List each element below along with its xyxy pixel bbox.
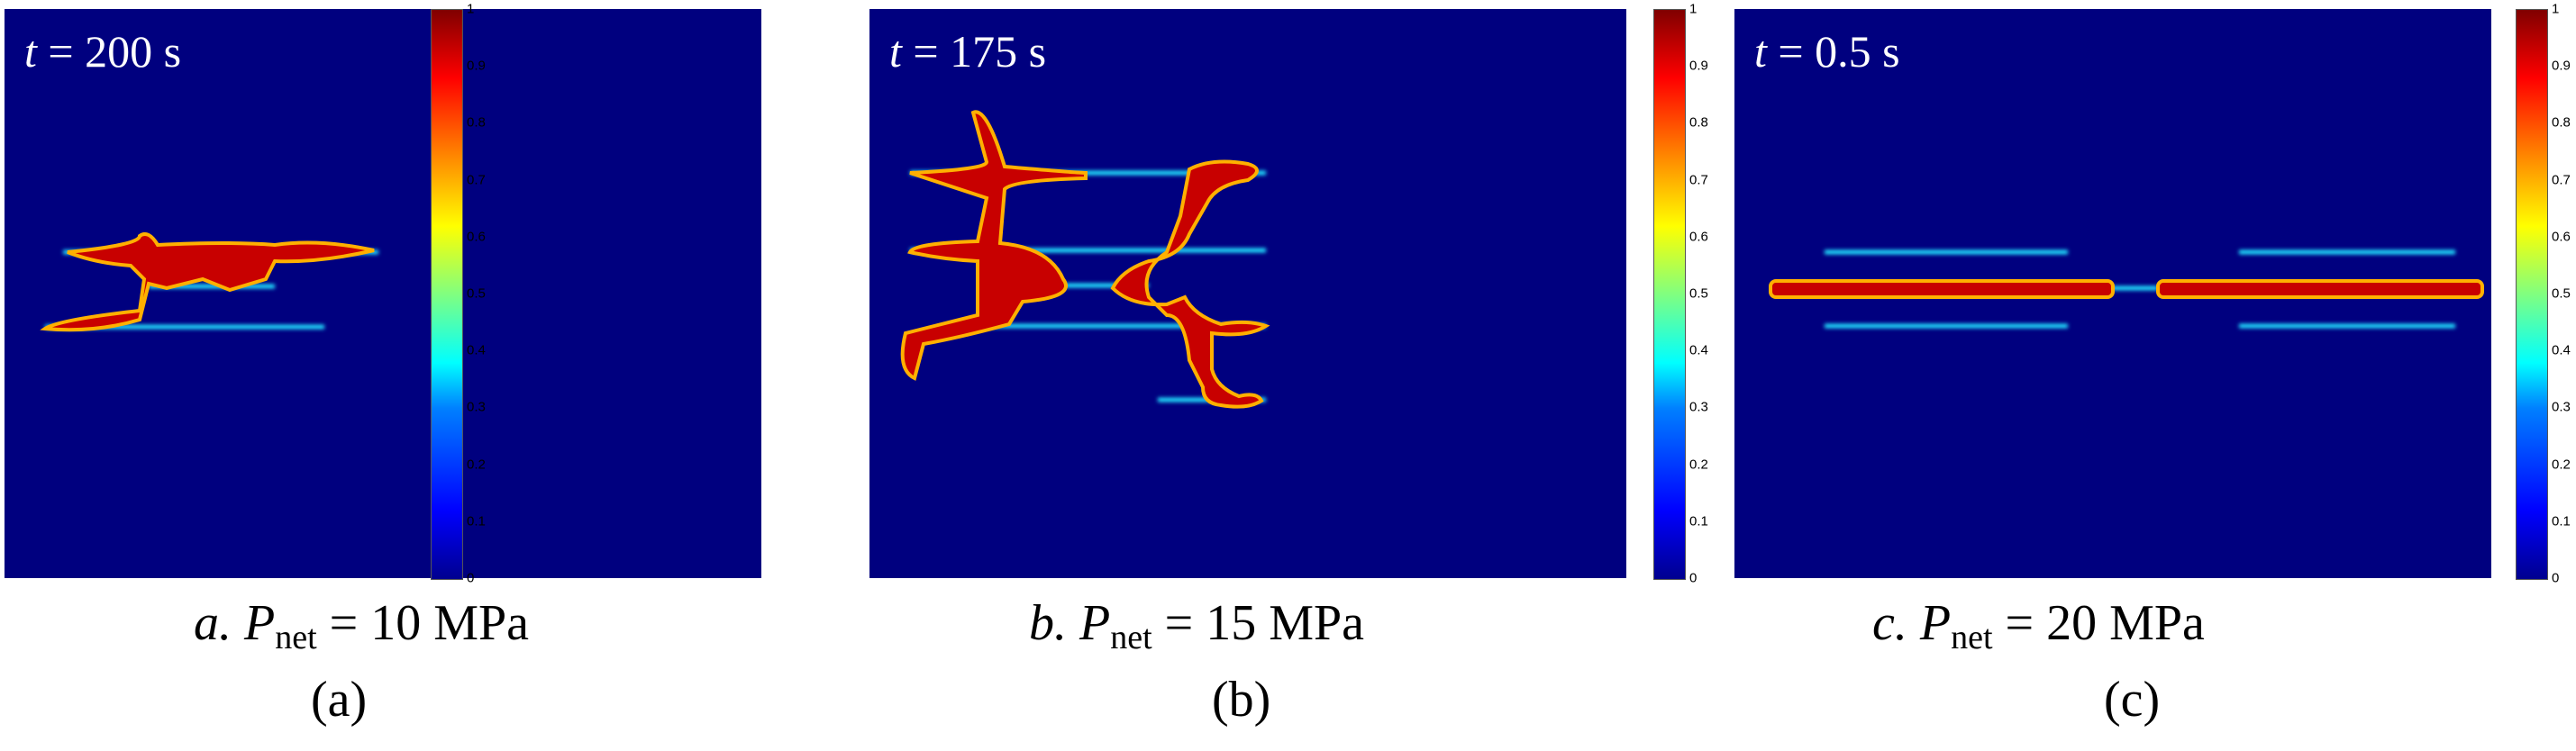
- colorbar-tick-label: 0.5: [2552, 285, 2571, 302]
- colorbar-tick-label: 0.9: [467, 58, 486, 74]
- colorbar-tick-label: 0.8: [1689, 114, 1708, 131]
- colorbar-tick-label: 0: [2552, 570, 2560, 586]
- colorbar-tick-label: 0.8: [2552, 114, 2571, 131]
- colorbar-tick-label: 0.9: [1689, 58, 1708, 74]
- colorbar-tick-label: 0.9: [2552, 58, 2571, 74]
- colorbar-tick-label: 0.3: [1689, 399, 1708, 415]
- panel-a: t = 200 s 0 0.1 0.2 0.3 0.4 0.5 0.6 0.7 0.8 0.9 1 …: [0, 0, 865, 751]
- colorbar-tick-label: 0.5: [467, 285, 486, 302]
- colorbar-tick-label: 0.6: [1689, 229, 1708, 245]
- colorbar-tick-label: 0.6: [2552, 229, 2571, 245]
- time-label-a: t = 200 s: [24, 26, 182, 77]
- colorbar-tick-label: 0.7: [1689, 172, 1708, 188]
- colorbar-tick-label: 0: [467, 570, 475, 586]
- heatmap-c: t = 0.5 s: [1734, 9, 2491, 578]
- colorbar-tick-label: 0.4: [467, 342, 486, 358]
- colorbar-tick-label: 0.2: [467, 457, 486, 473]
- sublabel-a: (a): [311, 672, 368, 728]
- colorbar-tick-label: 0.7: [467, 172, 486, 188]
- colorbar-tick-label: 0.2: [2552, 457, 2571, 473]
- time-label-b: t = 175 s: [889, 26, 1047, 77]
- colorbar-tick-label: 0.1: [467, 513, 486, 529]
- heatmap-b: t = 175 s: [869, 9, 1626, 578]
- colorbar-tick-label: 0: [1689, 570, 1698, 586]
- colorbar-tick-label: 0.3: [467, 399, 486, 415]
- colorbar-b: [1653, 9, 1686, 580]
- caption-a: a. Pnet = 10 MPa: [194, 595, 530, 656]
- colorbar-tick-label: 0.1: [1689, 513, 1708, 529]
- colorbar-a: [431, 9, 463, 580]
- fracture-pattern-c: [1769, 249, 2484, 329]
- colorbar-tick-label: 1: [2552, 1, 2560, 17]
- caption-b: b. Pnet = 15 MPa: [1029, 595, 1365, 656]
- fracture-pattern-a: [40, 232, 378, 332]
- colorbar-tick-label: 0.2: [1689, 457, 1708, 473]
- colorbar-ticks-b: 0 0.1 0.2 0.3 0.4 0.5 0.6 0.7 0.8 0.9 1: [1689, 2, 1725, 586]
- colorbar-ticks-a: 0 0.1 0.2 0.3 0.4 0.5 0.6 0.7 0.8 0.9 1: [467, 2, 503, 586]
- colorbar-ticks-c: 0 0.1 0.2 0.3 0.4 0.5 0.6 0.7 0.8 0.9 1: [2552, 2, 2576, 586]
- colorbar-tick-label: 0.7: [2552, 172, 2571, 188]
- panel-c: t = 0.5 s 0 0.1 0.2 0.3 0.4 0.5 0.6 0.7 0.8 0.9 1 …: [1730, 0, 2576, 751]
- colorbar-tick-label: 0.4: [1689, 342, 1708, 358]
- colorbar-tick-label: 1: [1689, 1, 1698, 17]
- colorbar-tick-label: 0.5: [1689, 285, 1708, 302]
- colorbar-tick-label: 1: [467, 1, 475, 17]
- colorbar-c: [2516, 9, 2548, 580]
- heatmap-a: t = 200 s: [5, 9, 761, 578]
- panel-b: t = 175 s 0 0.1 0.2 0.3 0.4 0.5 0.6 0.7 0.8 0.9 1 …: [865, 0, 1730, 751]
- sublabel-c: (c): [2104, 672, 2161, 728]
- colorbar-tick-label: 0.1: [2552, 513, 2571, 529]
- colorbar-tick-label: 0.8: [467, 114, 486, 131]
- time-label-c: t = 0.5 s: [1754, 26, 1900, 77]
- colorbar-tick-label: 0.4: [2552, 342, 2571, 358]
- caption-c: c. Pnet = 20 MPa: [1872, 595, 2205, 656]
- colorbar-tick-label: 0.6: [467, 229, 486, 245]
- sublabel-b: (b): [1212, 672, 1271, 728]
- colorbar-tick-label: 0.3: [2552, 399, 2571, 415]
- fracture-pattern-b: [900, 110, 1270, 409]
